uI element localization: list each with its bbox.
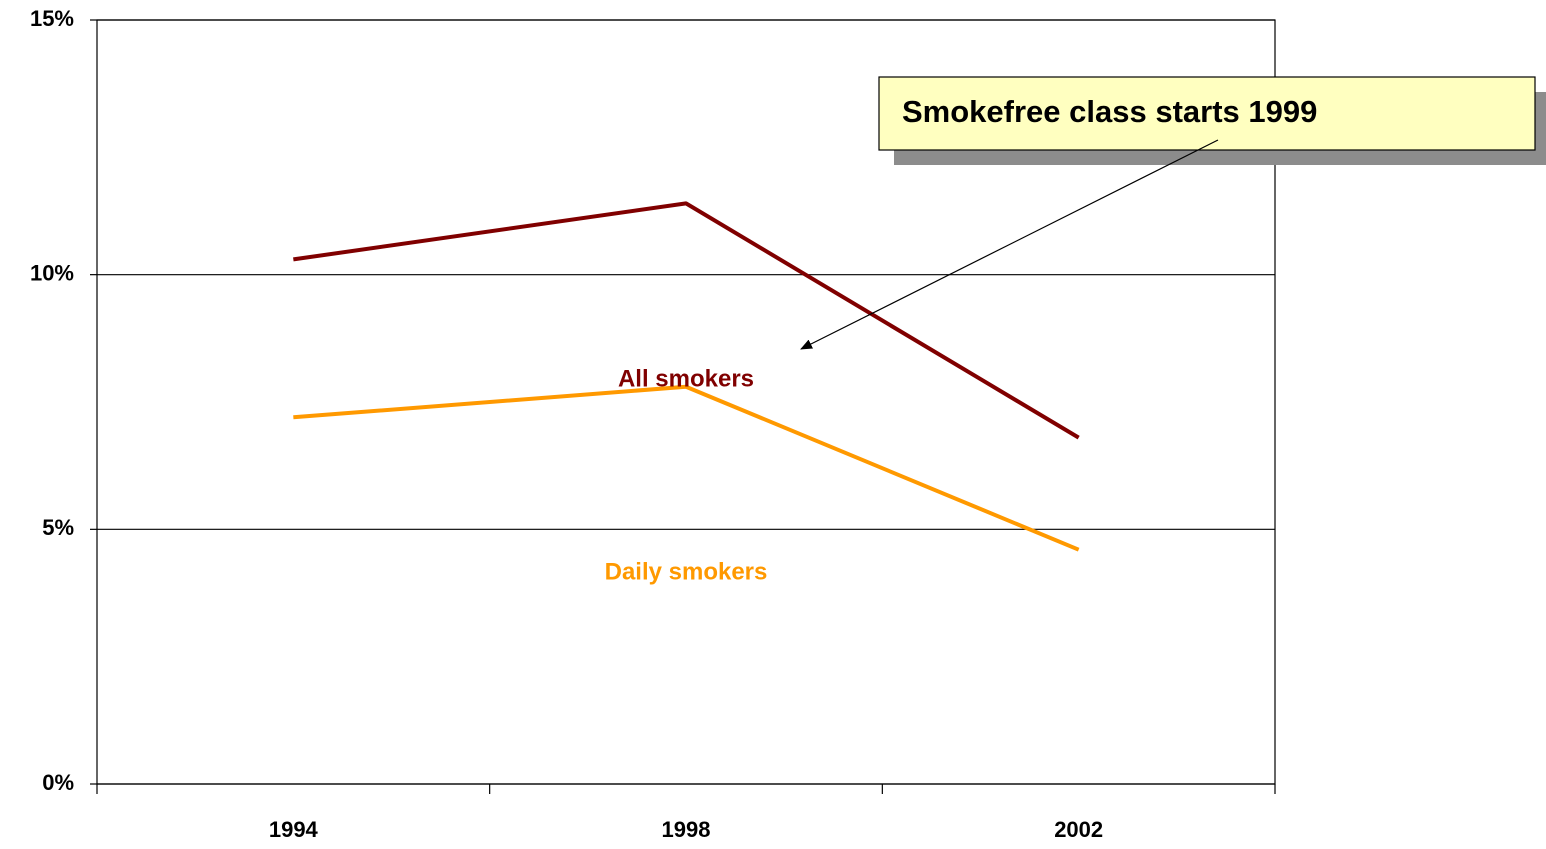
series-line (293, 384, 1080, 552)
y-tick-label: 10% (30, 260, 74, 285)
series-label: All smokers (618, 365, 754, 392)
y-tick-label: 0% (42, 770, 74, 795)
annotation-arrow (800, 139, 1219, 350)
annotation-box (878, 76, 1536, 151)
x-tick-label: 1994 (269, 817, 319, 842)
y-tick-label: 15% (30, 6, 74, 31)
annotation-text: Smokefree class starts 1999 (902, 94, 1317, 129)
x-tick-label: 2002 (1054, 817, 1103, 842)
x-tick-label: 1998 (662, 817, 711, 842)
marks (293, 201, 1080, 552)
plot-border (96, 19, 1276, 785)
y-tick-label: 5% (42, 515, 74, 540)
series-label: Daily smokers (605, 558, 768, 585)
series-line (293, 201, 1080, 440)
